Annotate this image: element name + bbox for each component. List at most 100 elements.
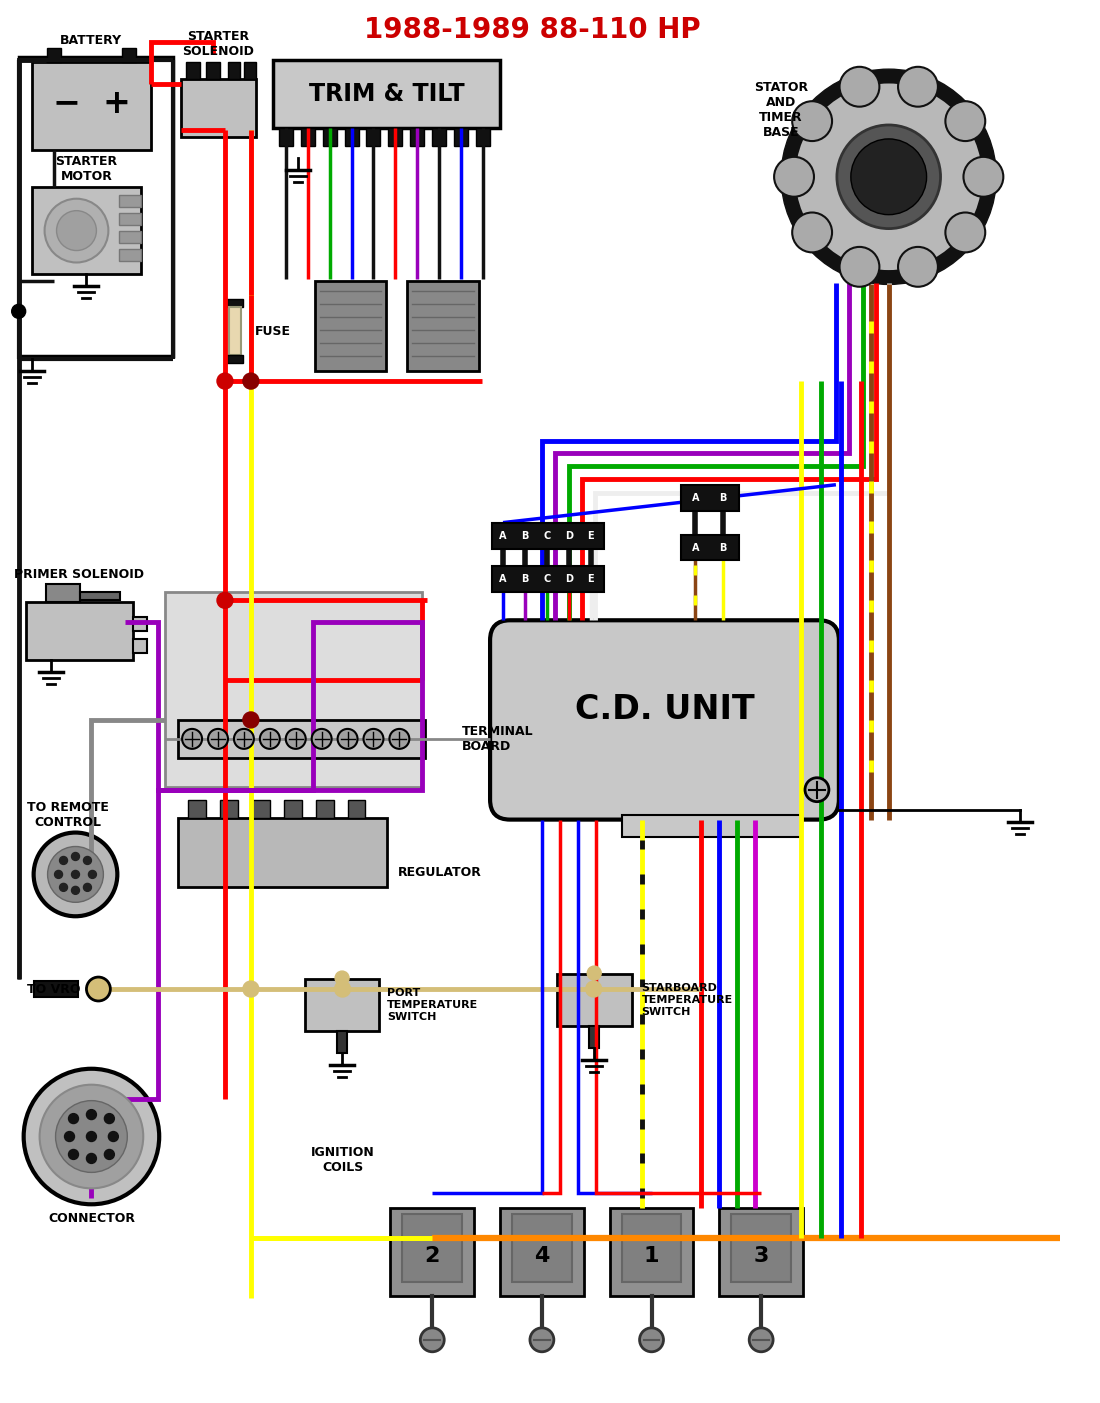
Circle shape bbox=[59, 884, 67, 891]
Text: 2: 2 bbox=[425, 1246, 440, 1266]
Bar bbox=[227, 355, 243, 363]
Bar bbox=[119, 230, 141, 243]
Circle shape bbox=[59, 856, 67, 864]
Bar bbox=[229, 307, 241, 355]
Circle shape bbox=[104, 1149, 114, 1159]
Bar bbox=[681, 535, 739, 560]
Bar bbox=[32, 187, 141, 275]
Text: TO VRO: TO VRO bbox=[28, 982, 80, 996]
Circle shape bbox=[334, 981, 351, 998]
Circle shape bbox=[945, 212, 986, 253]
Text: −: − bbox=[53, 87, 80, 119]
Circle shape bbox=[47, 846, 103, 902]
Text: A: A bbox=[499, 574, 507, 585]
Circle shape bbox=[792, 101, 832, 142]
Bar bbox=[284, 800, 301, 818]
Bar bbox=[557, 974, 631, 1026]
Text: C: C bbox=[543, 574, 550, 585]
Bar bbox=[432, 128, 447, 146]
Bar bbox=[305, 979, 380, 1031]
Text: STARTER
MOTOR: STARTER MOTOR bbox=[55, 154, 118, 182]
Bar bbox=[178, 818, 387, 887]
Text: B: B bbox=[719, 543, 727, 553]
Circle shape bbox=[109, 1132, 119, 1142]
Circle shape bbox=[839, 67, 879, 107]
Text: STARBOARD
TEMPERATURE
SWITCH: STARBOARD TEMPERATURE SWITCH bbox=[641, 984, 733, 1017]
Circle shape bbox=[260, 730, 279, 749]
Bar bbox=[19, 58, 173, 356]
Text: CONNECTOR: CONNECTOR bbox=[48, 1212, 135, 1225]
Circle shape bbox=[311, 730, 331, 749]
Text: FUSE: FUSE bbox=[255, 324, 290, 338]
Bar bbox=[244, 62, 256, 79]
Bar bbox=[278, 128, 293, 146]
Circle shape bbox=[898, 67, 938, 107]
Text: 1988-1989 88-110 HP: 1988-1989 88-110 HP bbox=[364, 17, 701, 45]
Circle shape bbox=[72, 853, 79, 860]
Bar bbox=[119, 248, 141, 261]
Bar bbox=[344, 128, 359, 146]
Bar bbox=[25, 602, 133, 661]
Text: STARTER
SOLENOID: STARTER SOLENOID bbox=[183, 31, 254, 59]
Circle shape bbox=[243, 981, 258, 998]
Bar bbox=[227, 299, 243, 307]
Circle shape bbox=[45, 199, 109, 262]
Text: E: E bbox=[587, 530, 594, 540]
Text: STATOR
AND
TIMER
BASE: STATOR AND TIMER BASE bbox=[754, 81, 808, 139]
Bar bbox=[220, 800, 238, 818]
Circle shape bbox=[104, 1114, 114, 1124]
Text: D: D bbox=[564, 574, 573, 585]
Circle shape bbox=[389, 730, 409, 749]
Bar bbox=[182, 79, 256, 137]
Circle shape bbox=[781, 69, 997, 285]
Text: BATTERY: BATTERY bbox=[60, 34, 122, 46]
Circle shape bbox=[286, 730, 306, 749]
Text: 3: 3 bbox=[754, 1246, 769, 1266]
Circle shape bbox=[420, 1327, 444, 1351]
Circle shape bbox=[749, 1327, 773, 1351]
Circle shape bbox=[208, 730, 228, 749]
Bar bbox=[512, 1214, 572, 1282]
Bar bbox=[34, 981, 78, 998]
Circle shape bbox=[794, 83, 983, 271]
Circle shape bbox=[56, 210, 97, 251]
Text: A: A bbox=[499, 530, 507, 540]
Circle shape bbox=[363, 730, 384, 749]
Text: C: C bbox=[543, 530, 550, 540]
Circle shape bbox=[87, 1153, 97, 1163]
Bar bbox=[322, 128, 337, 146]
Circle shape bbox=[243, 373, 258, 389]
Bar bbox=[732, 1214, 791, 1282]
Bar bbox=[228, 62, 240, 79]
Text: REGULATOR: REGULATOR bbox=[397, 866, 482, 878]
Circle shape bbox=[84, 856, 91, 864]
Circle shape bbox=[88, 870, 97, 878]
Text: B: B bbox=[521, 530, 529, 540]
Bar bbox=[410, 128, 425, 146]
Bar bbox=[609, 1208, 693, 1296]
Circle shape bbox=[530, 1327, 554, 1351]
FancyBboxPatch shape bbox=[491, 620, 839, 819]
Bar bbox=[454, 128, 469, 146]
Bar bbox=[178, 720, 426, 758]
Bar bbox=[45, 585, 80, 602]
Bar bbox=[273, 60, 500, 128]
Circle shape bbox=[850, 139, 926, 215]
Circle shape bbox=[72, 870, 79, 878]
Bar bbox=[403, 1214, 462, 1282]
Circle shape bbox=[792, 212, 832, 253]
Text: A: A bbox=[692, 492, 700, 502]
Text: 4: 4 bbox=[535, 1246, 550, 1266]
Bar bbox=[316, 800, 333, 818]
Bar bbox=[407, 282, 480, 372]
Circle shape bbox=[898, 247, 938, 286]
Bar bbox=[388, 128, 403, 146]
Bar bbox=[590, 1026, 600, 1048]
Circle shape bbox=[68, 1149, 78, 1159]
Bar bbox=[390, 1208, 474, 1296]
Bar bbox=[119, 195, 141, 206]
Text: PRIMER SOLENOID: PRIMER SOLENOID bbox=[14, 568, 144, 581]
Circle shape bbox=[338, 730, 358, 749]
Circle shape bbox=[217, 373, 233, 389]
Circle shape bbox=[87, 976, 110, 1000]
